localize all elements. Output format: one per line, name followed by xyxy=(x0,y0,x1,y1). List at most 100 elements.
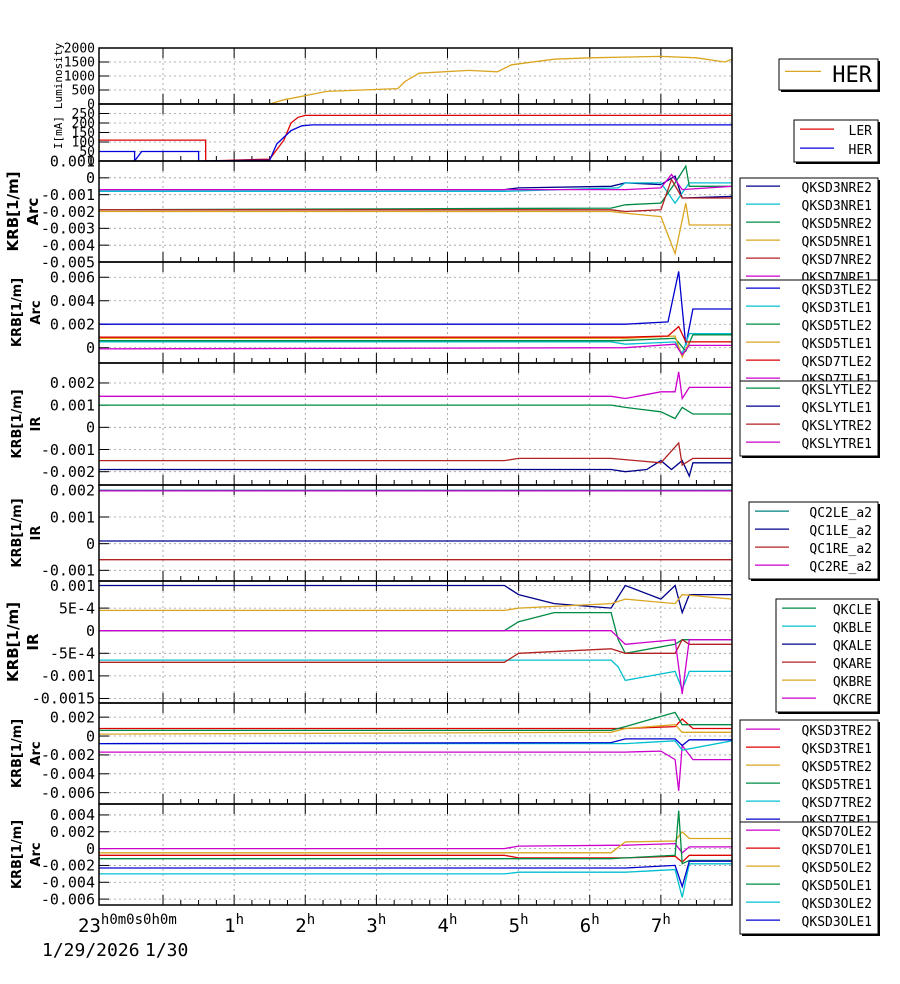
legend-label: QC2LE_a2 xyxy=(809,506,872,521)
y-axis-label: Luminosity xyxy=(52,43,65,110)
y-tick-label: -0.002 xyxy=(41,746,95,764)
y-tick-label: 0.002 xyxy=(50,374,95,392)
y-tick-label: 0 xyxy=(87,155,95,170)
panel-p5: -0.0015 -0.001 -5E-4 0 5E-4 0.001 KRB[1/m] IR xyxy=(4,577,733,708)
series-line-QKSD7TRE1 xyxy=(99,738,732,747)
y-tick-label: -0.005 xyxy=(41,253,95,271)
y-tick-label: 0.002 xyxy=(50,315,95,333)
y-tick-label: 0.002 xyxy=(50,823,95,841)
y-tick-label: -0.002 xyxy=(41,463,95,481)
legend-label: QKSLYTRE2 xyxy=(802,419,872,434)
y-tick-label: 150 xyxy=(72,126,95,141)
y-tick-label: 0.006 xyxy=(50,269,95,287)
series-line-QKSD3NRE1 xyxy=(99,182,732,205)
y-tick-label: -0.004 xyxy=(41,236,95,254)
legend-box xyxy=(739,380,879,457)
y-axis-label-sub: Arc xyxy=(29,741,44,765)
y-tick-label: -0.001 xyxy=(41,667,95,685)
y-tick-label: 0.001 xyxy=(50,152,95,170)
panel-frame xyxy=(98,803,733,906)
y-tick-label: 0.001 xyxy=(50,396,95,414)
series-line-QKSD5TRE2 xyxy=(99,724,732,735)
y-tick-label: 1500 xyxy=(64,56,95,71)
x-tick-label: 23h0m0s0h0m xyxy=(78,912,177,937)
panel-p1: -0.005-0.004-0.003-0.002-0.00100.001KRB[… xyxy=(4,152,733,271)
y-tick-label: 0 xyxy=(86,169,95,187)
legend-label: QKSD5TLE2 xyxy=(802,319,872,334)
y-tick-label: -0.006 xyxy=(41,784,95,802)
y-tick-label: -0.001 xyxy=(41,441,95,459)
series-line-QKBLE xyxy=(99,659,732,692)
y-tick-label: 100 xyxy=(72,136,95,151)
legend-p5: QKCLE QKBLE QKALE QKARE QKBRE QKCRE xyxy=(775,598,880,714)
series-line-HER xyxy=(99,124,732,161)
x-tick-label: 2h xyxy=(295,912,315,937)
legend-box xyxy=(739,279,879,393)
series-line-QKSD3OLE1 xyxy=(99,860,732,889)
panel-frame xyxy=(98,362,733,486)
legend-label: QKSD5NRE1 xyxy=(802,235,872,250)
y-tick-label: 0 xyxy=(86,840,95,858)
y-tick-label: -0.003 xyxy=(41,220,95,238)
series-line-QKARE xyxy=(99,638,732,663)
y-tick-label: 0 xyxy=(87,98,95,113)
y-tick-label: 0.001 xyxy=(50,508,95,526)
series-line-QKBRE xyxy=(99,593,732,612)
y-tick-label: -5E-4 xyxy=(50,645,95,663)
legend-label: QKSD5TLE1 xyxy=(802,337,872,352)
y-axis-label: I[mA] xyxy=(52,116,65,149)
y-tick-label: 5E-4 xyxy=(59,599,95,617)
y-axis-label-sub: Arc xyxy=(29,300,44,324)
legend-box xyxy=(739,177,879,291)
series-line-QKSLYTLE2 xyxy=(99,404,732,420)
legend-label: QKBRE xyxy=(833,675,872,690)
legend-label: QKSLYTLE1 xyxy=(802,401,872,416)
panel-frame xyxy=(98,484,733,582)
series-line-QKSD3TLE1 xyxy=(99,332,732,356)
legend-p3: QKSLYTLE2 QKSLYTLE1 QKSLYTRE2 QKSLYTRE1 xyxy=(739,380,880,458)
series-line-QKSD5OLE1 xyxy=(99,810,732,865)
y-tick-label: 0.004 xyxy=(50,806,95,824)
y-tick-label: 0 xyxy=(86,535,95,553)
legend-box xyxy=(739,821,879,935)
y-tick-label: 500 xyxy=(72,84,95,99)
panel-frame xyxy=(98,580,733,704)
series-line-QKSD5NRE1 xyxy=(99,202,732,256)
y-tick-label: 2000 xyxy=(64,42,95,57)
legend-lum: HER xyxy=(778,58,880,92)
legend-label: QKSD7TRE2 xyxy=(802,796,872,811)
y-tick-label: 50 xyxy=(79,145,95,160)
y-tick-label: 200 xyxy=(72,117,95,132)
series-line-LER xyxy=(99,114,732,161)
series-line-QKSD7NRE2 xyxy=(99,177,732,213)
y-axis-label: KRB[1/m] xyxy=(10,498,25,567)
legend-label: HER xyxy=(849,143,873,158)
series-line-QKSD5OLE2 xyxy=(99,830,732,854)
legend-box xyxy=(793,119,879,163)
series-line-QKSD5NRE2 xyxy=(99,164,732,211)
legend-box xyxy=(775,598,879,713)
series-line-QKSLYTRE1 xyxy=(99,371,732,401)
y-tick-label: -0.001 xyxy=(41,562,95,580)
y-axis-label-sub: IR xyxy=(24,633,42,651)
y-tick-label: 0.002 xyxy=(50,482,95,500)
x-tick-label: 5h xyxy=(509,912,529,937)
legend-label: QKARE xyxy=(833,657,872,672)
y-axis-label: KRB[1/m] xyxy=(10,389,25,458)
y-tick-label: 0 xyxy=(86,727,95,745)
legend-label: QC1RE_a2 xyxy=(809,542,872,557)
y-axis-label: KRB[1/m] xyxy=(4,172,22,252)
series-line-QKSD3TLE2 xyxy=(99,271,732,346)
series-line-QKSD7TLE1 xyxy=(99,343,732,356)
y-axis-label: KRB[1/m] xyxy=(10,278,25,347)
series-line-QKALE xyxy=(99,584,732,615)
y-tick-label: -0.004 xyxy=(41,874,95,892)
legend-label: QKSD7OLE1 xyxy=(802,843,872,858)
legend-label: QKSD3OLE2 xyxy=(802,897,872,912)
legend-p2: QKSD3TLE2 QKSD3TLE1 QKSD5TLE2 QKSD5TLE1 QKSD… xyxy=(739,279,880,394)
legend-label: QKSD7TLE2 xyxy=(802,355,872,370)
legend-label: QKSD5NRE2 xyxy=(802,217,872,232)
